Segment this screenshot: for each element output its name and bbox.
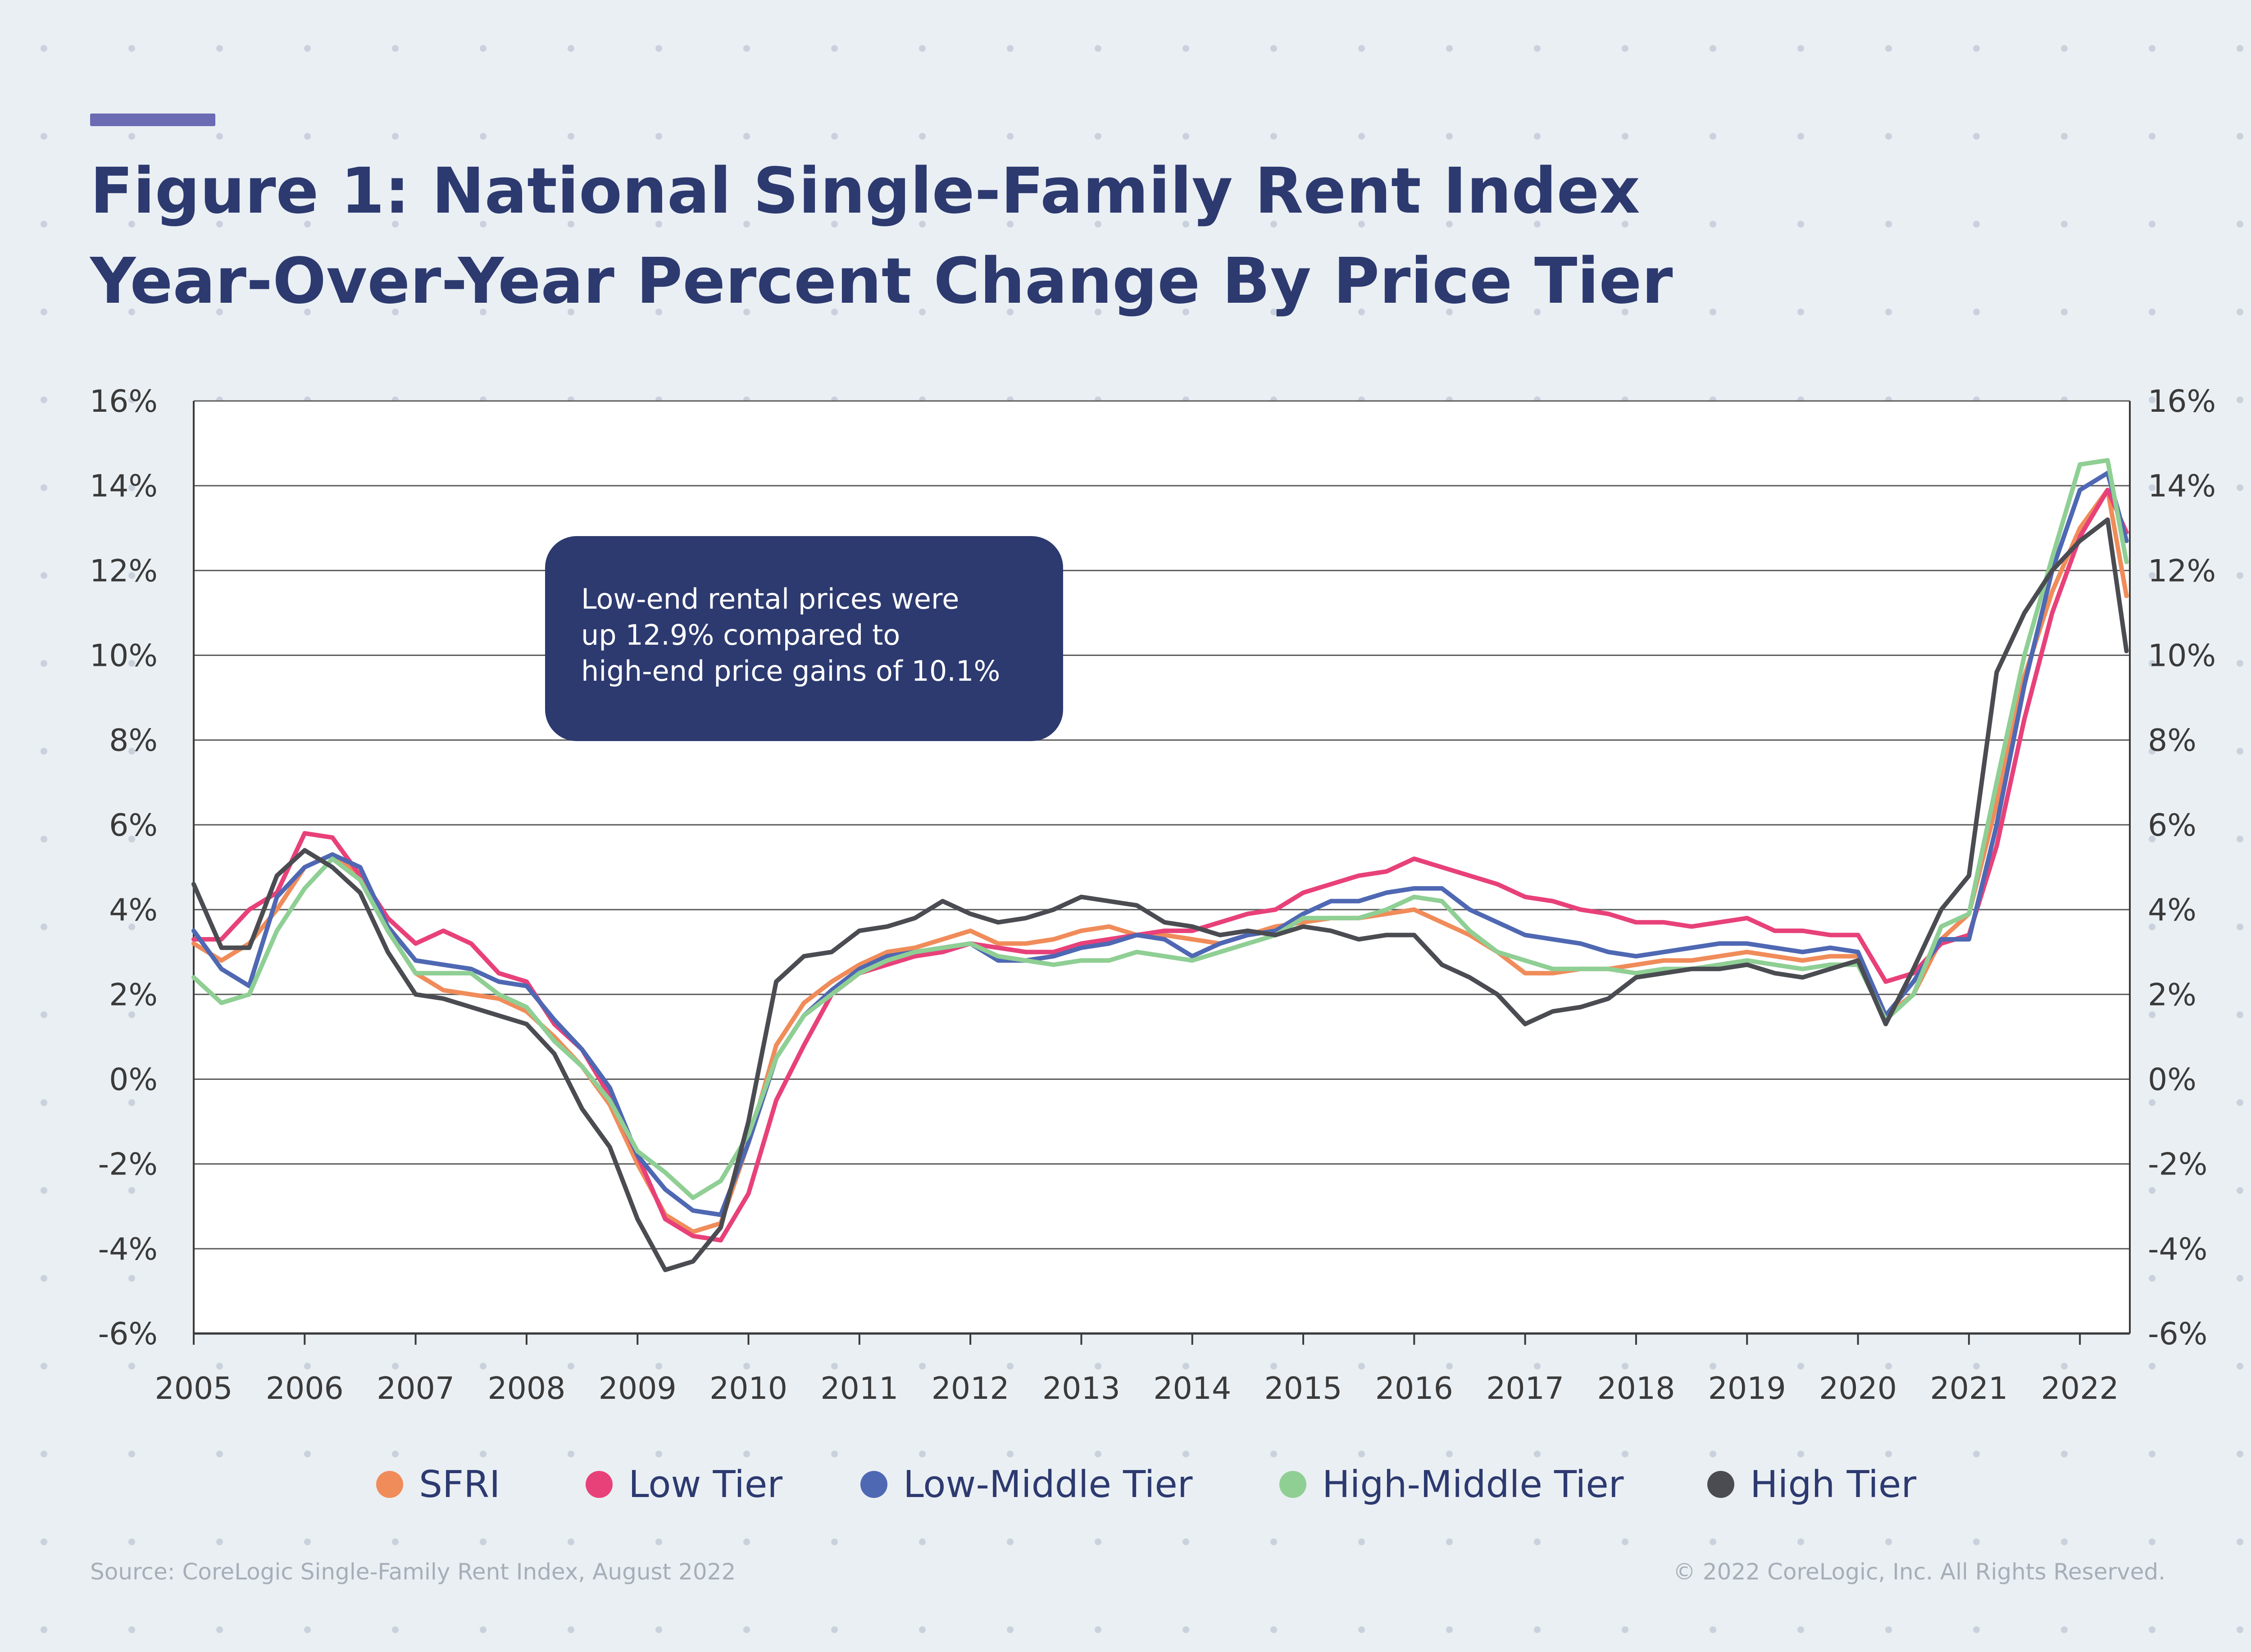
x-tick-label: 2022 (2041, 1371, 2119, 1406)
y-tick-label-left: 10% (90, 638, 158, 674)
y-tick-label-right: 4% (2148, 892, 2196, 928)
y-tick-label-right: -2% (2148, 1147, 2207, 1183)
series-line-low-tier (191, 487, 2129, 1242)
x-tick-label: 2021 (1930, 1371, 2008, 1406)
y-tick-label-left: -2% (98, 1147, 158, 1183)
x-tick-label: 2013 (1042, 1371, 1120, 1406)
x-tick-label: 2007 (377, 1371, 455, 1406)
x-tick-label: 2015 (1264, 1371, 1342, 1406)
x-tick-label: 2011 (820, 1371, 898, 1406)
y-tick-label-left: -4% (98, 1232, 158, 1267)
x-tick-label: 2017 (1486, 1371, 1564, 1406)
callout-box: Low-end rental prices were up 12.9% comp… (545, 536, 1063, 741)
x-tick-label: 2018 (1597, 1371, 1675, 1406)
y-tick-label-left: -6% (98, 1316, 158, 1352)
legend-item-sfri: SFRI (376, 1451, 500, 1518)
series-line-high-middle-tier (191, 458, 2129, 1200)
y-tick-label-left: 8% (109, 723, 158, 759)
copyright-note: © 2022 CoreLogic, Inc. All Rights Reserv… (1673, 1559, 2165, 1585)
y-tick-label-left: 6% (109, 808, 158, 843)
callout-line-1: Low-end rental prices were (581, 583, 960, 615)
x-tick-label: 2019 (1708, 1371, 1786, 1406)
callout-line-3: high-end price gains of 10.1% (581, 655, 1000, 687)
y-tick-label-left: 12% (90, 553, 158, 589)
x-tick-label: 2008 (487, 1371, 565, 1406)
series-line-low-middle-tier (191, 471, 2129, 1217)
legend-label-low-tier: Low Tier (628, 1463, 783, 1506)
legend-dot-sfri (376, 1471, 403, 1498)
y-tick-label-left: 16% (90, 384, 158, 419)
y-tick-label-right: 12% (2148, 553, 2216, 589)
callout-line-2: up 12.9% compared to (581, 619, 900, 651)
legend-label-high-middle-tier: High-Middle Tier (1322, 1463, 1624, 1506)
legend-dot-low-middle-tier (860, 1471, 887, 1498)
legend-item-high-tier: High Tier (1707, 1451, 1916, 1518)
x-tick-label: 2005 (155, 1371, 232, 1406)
source-note: Source: CoreLogic Single-Family Rent Ind… (90, 1559, 736, 1585)
y-tick-label-right: 8% (2148, 723, 2196, 759)
y-tick-label-right: 2% (2148, 977, 2196, 1013)
x-tick-label: 2012 (932, 1371, 1010, 1406)
x-tick-label: 2020 (1819, 1371, 1897, 1406)
y-tick-label-right: 16% (2148, 384, 2216, 419)
title-line-1: Figure 1: National Single-Family Rent In… (90, 155, 1640, 228)
legend-dot-high-middle-tier (1279, 1471, 1306, 1498)
y-tick-label-left: 14% (90, 469, 158, 504)
title-accent-bar (90, 114, 215, 126)
plot-area (194, 401, 2130, 1333)
legend-label-sfri: SFRI (419, 1463, 500, 1506)
legend-dot-low-tier (586, 1471, 613, 1498)
title-line-2: Year-Over-Year Percent Change By Price T… (90, 245, 1673, 318)
legend-dot-high-tier (1707, 1471, 1734, 1498)
x-tick-label: 2010 (709, 1371, 787, 1406)
y-tick-label-left: 4% (109, 892, 158, 928)
chart-legend: SFRI Low Tier Low-Middle Tier High-Middl… (0, 1451, 2251, 1518)
x-tick-label: 2016 (1375, 1371, 1453, 1406)
y-tick-label-right: -6% (2148, 1316, 2207, 1352)
y-tick-label-left: 0% (109, 1062, 158, 1097)
legend-item-low-tier: Low Tier (586, 1451, 782, 1518)
series-line-high-tier (191, 517, 2129, 1272)
y-tick-label-right: 14% (2148, 469, 2216, 504)
y-tick-label-right: -4% (2148, 1232, 2207, 1267)
legend-item-low-middle-tier: Low-Middle Tier (860, 1451, 1193, 1518)
x-tick-label: 2009 (599, 1371, 677, 1406)
chart-title: Figure 1: National Single-Family Rent In… (90, 146, 1673, 327)
y-tick-label-right: 10% (2148, 638, 2216, 674)
y-tick-label-left: 2% (109, 977, 158, 1013)
x-tick-label: 2006 (266, 1371, 344, 1406)
legend-label-low-middle-tier: Low-Middle Tier (903, 1463, 1193, 1506)
x-tick-label: 2014 (1153, 1371, 1231, 1406)
legend-label-high-tier: High Tier (1750, 1463, 1917, 1506)
y-tick-label-right: 6% (2148, 808, 2196, 843)
y-tick-label-right: 0% (2148, 1062, 2196, 1097)
legend-item-high-middle-tier: High-Middle Tier (1279, 1451, 1624, 1518)
series-line-sfri (191, 487, 2129, 1234)
